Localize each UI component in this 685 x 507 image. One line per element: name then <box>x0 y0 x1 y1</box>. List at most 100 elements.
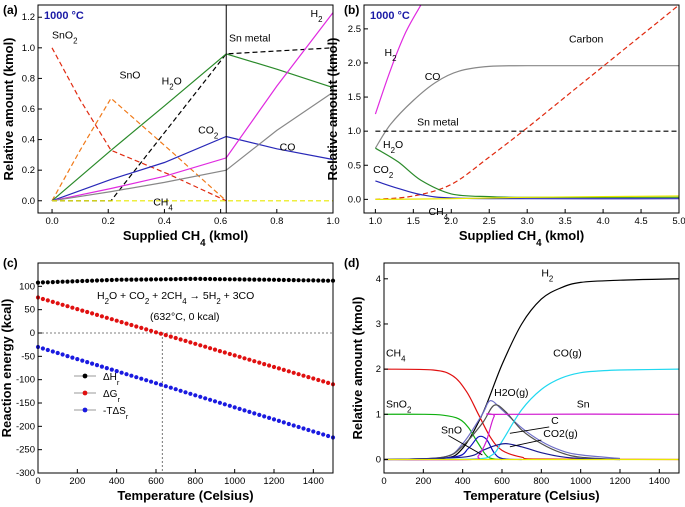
data-point <box>267 277 272 282</box>
series-line-co2-g <box>383 442 621 461</box>
data-point <box>262 414 267 419</box>
x-tick-label: 800 <box>187 476 203 487</box>
series-line-sno <box>383 435 522 461</box>
data-point <box>257 412 262 417</box>
data-point <box>104 315 109 320</box>
data-point <box>70 355 75 360</box>
data-point <box>163 277 168 282</box>
x-tick-label: 1400 <box>303 476 324 487</box>
data-point <box>237 406 242 411</box>
x-tick-label: 1200 <box>609 476 630 487</box>
data-point <box>247 277 252 282</box>
data-point <box>149 277 154 282</box>
y-tick-label: -100 <box>16 375 35 386</box>
series-line-co2 <box>375 180 679 200</box>
data-point <box>50 349 55 354</box>
data-point <box>222 402 227 407</box>
series-label: CO2(g) <box>543 428 577 440</box>
x-tick-label: 1000 <box>570 476 591 487</box>
data-point <box>153 330 159 335</box>
data-point <box>40 346 46 351</box>
series-line-sn-metal <box>52 47 334 202</box>
series-line-h2o <box>51 53 334 202</box>
data-point <box>60 352 65 357</box>
series-label: Sn metal <box>229 33 270 45</box>
y-tick-label: 4 <box>376 274 381 285</box>
data-point <box>45 298 50 303</box>
plot-frame <box>37 4 334 214</box>
data-point <box>232 353 237 358</box>
series-line-ch4 <box>375 195 679 200</box>
data-point <box>321 278 326 283</box>
data-point <box>114 318 119 323</box>
y-tick-label: 1.2 <box>22 12 35 23</box>
series-label: CO(g) <box>553 347 582 359</box>
x-tick-label: 1.0 <box>326 216 339 227</box>
series-label: H2 <box>311 8 323 24</box>
data-point <box>109 367 114 372</box>
data-point <box>183 338 188 343</box>
y-tick-label: 50 <box>24 305 35 316</box>
x-tick-label: 3.5 <box>559 216 572 227</box>
y-tick-label: 0.2 <box>22 165 35 176</box>
data-point <box>306 278 311 283</box>
series-line-sno2 <box>383 413 503 461</box>
data-point <box>188 340 193 345</box>
data-point <box>291 370 296 375</box>
data-point <box>134 277 139 282</box>
data-point <box>208 397 213 402</box>
data-point <box>80 278 85 284</box>
data-point <box>60 302 65 307</box>
x-tick-label: 0 <box>35 476 40 487</box>
data-point <box>242 356 247 361</box>
y-tick-label: 0 <box>376 454 381 465</box>
series-label: H2O <box>162 76 182 92</box>
data-point <box>188 391 193 396</box>
data-point <box>301 278 306 283</box>
data-point <box>227 277 232 282</box>
data-point <box>45 280 50 285</box>
legend-marker <box>82 390 88 396</box>
pointer-arrow <box>509 426 550 434</box>
data-point <box>311 278 316 283</box>
data-point <box>183 276 188 282</box>
data-point <box>252 359 257 364</box>
data-point <box>208 276 213 282</box>
data-point <box>134 375 139 380</box>
data-point <box>114 369 119 374</box>
series-line-co <box>51 91 334 202</box>
x-tick-label: 0.4 <box>158 216 171 227</box>
data-point <box>85 309 90 315</box>
data-point <box>193 276 198 281</box>
legend-marker <box>82 407 88 413</box>
y-tick-label: 0.5 <box>348 160 361 171</box>
series-line-h2 <box>374 5 422 115</box>
data-point <box>163 384 168 389</box>
pointer-arrow <box>448 435 483 456</box>
data-point <box>80 358 85 363</box>
data-point <box>85 360 90 365</box>
data-point <box>55 279 60 284</box>
x-axis-label: Supplied CH4 (kmol) <box>459 228 584 249</box>
x-tick-label: 3.0 <box>521 216 534 227</box>
legend-marker <box>82 373 88 379</box>
data-point <box>119 370 124 375</box>
data-point <box>90 311 95 316</box>
data-point <box>203 344 208 349</box>
data-point <box>144 277 149 282</box>
panel-c: 0 200 400 600 800 1000 1200 1400-300-250-200-15… <box>0 256 336 503</box>
data-point <box>149 379 154 384</box>
data-point <box>232 277 237 282</box>
y-tick-label: 1.0 <box>22 43 35 54</box>
data-point <box>173 387 178 392</box>
data-point <box>158 277 163 282</box>
x-axis-label: Temperature (Celsius) <box>463 488 599 503</box>
series-label: CH4 <box>429 206 449 222</box>
data-point <box>217 400 222 405</box>
data-point <box>222 350 227 355</box>
data-point <box>173 335 178 341</box>
series-dots-hr <box>35 276 336 285</box>
data-point <box>178 388 183 393</box>
series-line-h2o <box>375 147 679 198</box>
x-tick-label: 5.0 <box>672 216 685 227</box>
